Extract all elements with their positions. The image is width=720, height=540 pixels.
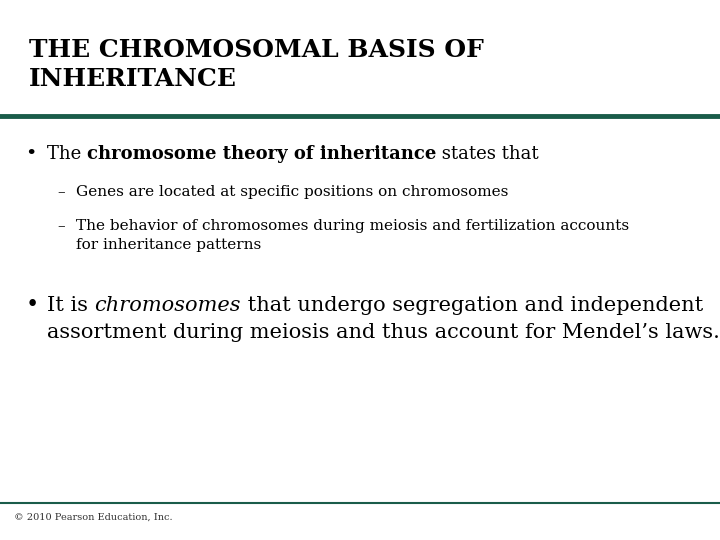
Text: THE CHROMOSOMAL BASIS OF: THE CHROMOSOMAL BASIS OF <box>29 38 484 62</box>
Text: for inheritance patterns: for inheritance patterns <box>76 238 261 252</box>
Text: It is: It is <box>47 295 94 315</box>
Text: –: – <box>58 185 66 199</box>
Text: The behavior of chromosomes during meiosis and fertilization accounts: The behavior of chromosomes during meios… <box>76 219 629 233</box>
Text: –: – <box>58 219 66 233</box>
Text: chromosome theory of inheritance: chromosome theory of inheritance <box>87 145 436 163</box>
Text: © 2010 Pearson Education, Inc.: © 2010 Pearson Education, Inc. <box>14 513 173 522</box>
Text: that undergo segregation and independent: that undergo segregation and independent <box>241 295 703 315</box>
Text: chromosomes: chromosomes <box>94 295 241 315</box>
Text: states that: states that <box>436 145 539 163</box>
Text: •: • <box>25 145 37 163</box>
Text: assortment during meiosis and thus account for Mendel’s laws.: assortment during meiosis and thus accou… <box>47 322 720 342</box>
Text: •: • <box>25 294 38 316</box>
Text: INHERITANCE: INHERITANCE <box>29 68 237 91</box>
Text: The: The <box>47 145 87 163</box>
Text: Genes are located at specific positions on chromosomes: Genes are located at specific positions … <box>76 185 508 199</box>
